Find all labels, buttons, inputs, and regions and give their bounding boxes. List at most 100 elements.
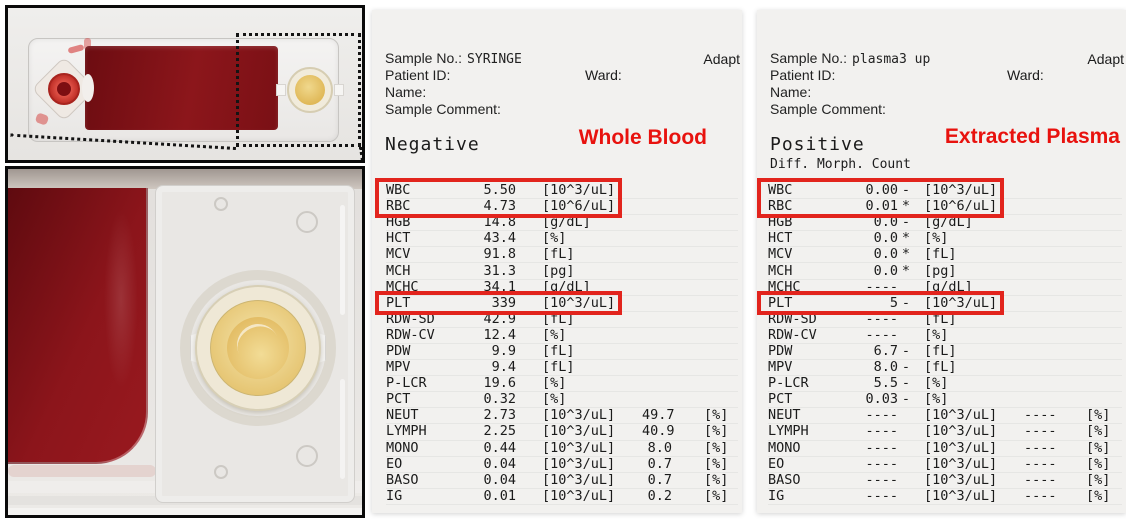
parameter-percent: 0.7: [647, 471, 672, 488]
parameter-label: RDW-SD: [768, 310, 817, 327]
plasma-well-halo: [180, 270, 336, 426]
cbc-row: IG ---- [10^3/uL] ---- [%]: [768, 488, 1122, 504]
parameter-percent: ----: [1024, 439, 1057, 456]
parameter-unit: [10^3/uL]: [924, 294, 998, 311]
cbc-row: RDW-CV ---- [%]: [768, 327, 1122, 343]
parameter-percent-unit: [%]: [1086, 471, 1111, 488]
cbc-row: MCH 0.0 * [pg]: [768, 262, 1122, 279]
parameter-value: ----: [865, 278, 898, 295]
parameter-percent-unit: [%]: [704, 471, 729, 488]
parameter-percent: ----: [1024, 407, 1057, 424]
parameter-value: ----: [865, 471, 898, 488]
cbc-row: MONO 0.44 [10^3/uL] 8.0 [%]: [386, 440, 738, 456]
parameter-label: LYMPH: [386, 423, 427, 440]
parameter-percent-unit: [%]: [1086, 423, 1111, 440]
cbc-table: WBC 5.50 [10^3/uL] RBC 4.73 [10^6/uL] HG…: [375, 178, 738, 504]
parameter-label: RDW-CV: [768, 326, 817, 343]
parameter-value: 2.73: [483, 407, 516, 424]
test-result: Negative: [385, 134, 480, 155]
parameter-label: PCT: [386, 391, 411, 408]
parameter-label: MPV: [768, 359, 793, 376]
cbc-row: WBC 5.50 [10^3/uL]: [386, 182, 738, 198]
parameter-percent: ----: [1024, 471, 1057, 488]
parameter-flag: *: [901, 230, 911, 247]
parameter-value: 0.32: [483, 391, 516, 408]
parameter-label: PLT: [768, 294, 793, 311]
parameter-percent: ----: [1024, 423, 1057, 440]
parameter-label: PDW: [768, 342, 793, 359]
cbc-row: MCV 0.0 * [fL]: [768, 246, 1122, 262]
cbc-row: LYMPH ---- [10^3/uL] ---- [%]: [768, 423, 1122, 439]
cbc-row: HCT 43.4 [%]: [386, 230, 738, 246]
parameter-label: IG: [768, 487, 785, 504]
parameter-label: IG: [386, 487, 403, 504]
parameter-unit: [%]: [924, 230, 949, 247]
parameter-value: 8.0: [873, 359, 898, 376]
parameter-value: 0.03: [865, 391, 898, 408]
parameter-flag: *: [901, 246, 911, 263]
cbc-row: NEUT ---- [10^3/uL] ---- [%]: [768, 407, 1122, 423]
parameter-percent: ----: [1024, 487, 1057, 504]
parameter-unit: [%]: [924, 326, 949, 343]
cbc-row: NEUT 2.73 [10^3/uL] 49.7 [%]: [386, 407, 738, 423]
parameter-value: ----: [865, 439, 898, 456]
diff-morph-count-label: Diff. Morph. Count: [770, 157, 911, 172]
alignment-hole: [214, 197, 228, 211]
parameter-value: 12.4: [483, 326, 516, 343]
plastic-highlight: [340, 379, 345, 479]
parameter-value: 0.0: [873, 214, 898, 231]
parameter-label: MCHC: [768, 278, 801, 295]
parameter-flag: -: [901, 391, 911, 408]
plasma-pool: [227, 317, 289, 379]
blood-reflection: [8, 465, 156, 477]
parameter-label: HGB: [768, 214, 793, 231]
cbc-row: HGB 0.0 - [g/dL]: [768, 214, 1122, 230]
parameter-label: EO: [768, 455, 785, 472]
cbc-row: MPV 9.4 [fL]: [386, 359, 738, 375]
parameter-unit: [g/dL]: [924, 214, 973, 231]
parameter-percent-unit: [%]: [1086, 407, 1111, 424]
well-clamp-right: [334, 84, 344, 96]
parameter-value: 0.0: [873, 262, 898, 279]
parameter-label: MPV: [386, 359, 411, 376]
sample-no-line: Sample No.: SYRINGE: [385, 50, 522, 67]
zoom-connector-line: [359, 146, 362, 160]
parameter-label: EO: [386, 455, 403, 472]
parameter-unit: [10^3/uL]: [542, 294, 616, 311]
sample-no-label: Sample No.:: [385, 50, 463, 66]
parameter-unit: [%]: [924, 375, 949, 392]
parameter-flag: *: [901, 262, 911, 279]
sample-no-value: SYRINGE: [467, 52, 522, 67]
cbc-row: EO ---- [10^3/uL] ---- [%]: [768, 456, 1122, 472]
parameter-unit: [g/dL]: [924, 278, 973, 295]
parameter-flag: -: [901, 342, 911, 359]
parameter-label: BASO: [768, 471, 801, 488]
alignment-hole: [296, 211, 318, 233]
parameter-percent: 49.7: [642, 407, 675, 424]
blood-smear: [84, 38, 91, 50]
alignment-hole: [214, 465, 228, 479]
parameter-value: ----: [865, 487, 898, 504]
parameter-value: 0.04: [483, 455, 516, 472]
parameter-label: P-LCR: [386, 375, 427, 392]
parameter-percent: 8.0: [647, 439, 672, 456]
parameter-value: 0.0: [873, 246, 898, 263]
parameter-label: BASO: [386, 471, 419, 488]
meniscus-highlight: [82, 74, 94, 102]
parameter-label: WBC: [386, 182, 411, 199]
cbc-row: RBC 0.01 * [10^6/uL]: [768, 198, 1122, 214]
parameter-unit: [g/dL]: [542, 214, 591, 231]
cbc-row: LYMPH 2.25 [10^3/uL] 40.9 [%]: [386, 423, 738, 439]
report-extracted-plasma: Sample No.: plasma3 up Patient ID: Ward: …: [757, 10, 1126, 513]
report-whole-blood: Sample No.: SYRINGE Patient ID: Ward: Ada…: [372, 10, 742, 513]
parameter-label: MONO: [768, 439, 801, 456]
parameter-unit: [10^3/uL]: [542, 487, 616, 504]
parameter-unit: [10^6/uL]: [924, 198, 998, 215]
parameter-percent-unit: [%]: [1086, 439, 1111, 456]
parameter-unit: [10^3/uL]: [542, 423, 616, 440]
parameter-unit: [fL]: [542, 246, 575, 263]
parameter-value: 0.0: [873, 230, 898, 247]
parameter-percent-unit: [%]: [704, 487, 729, 504]
alignment-hole: [296, 445, 318, 467]
